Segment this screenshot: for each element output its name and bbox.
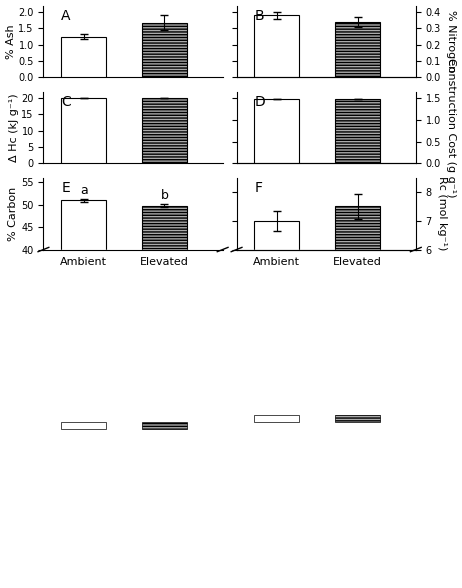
Y-axis label: % Nitrogen: % Nitrogen [446, 11, 456, 72]
Text: A: A [61, 9, 71, 23]
Text: a: a [80, 184, 88, 197]
Y-axis label: Δ Hᴄ (kJ g⁻¹): Δ Hᴄ (kJ g⁻¹) [9, 93, 18, 162]
Y-axis label: % Ash: % Ash [6, 24, 16, 59]
Y-axis label: Construction Cost (g g⁻¹): Construction Cost (g g⁻¹) [446, 58, 456, 198]
Bar [142, 98, 187, 163]
Bar [142, 422, 187, 429]
Text: F: F [255, 181, 262, 195]
Bar [255, 99, 299, 163]
Bar [142, 206, 187, 249]
Text: B: B [255, 9, 264, 23]
Text: E: E [61, 181, 70, 195]
Bar [61, 422, 106, 429]
Text: D: D [255, 95, 265, 109]
Text: C: C [61, 95, 71, 109]
Bar [61, 200, 106, 249]
Y-axis label: Rᴄ (mol kg⁻¹): Rᴄ (mol kg⁻¹) [438, 176, 447, 251]
Bar [61, 98, 106, 163]
Text: b: b [160, 189, 168, 202]
Bar [335, 99, 380, 163]
Bar [335, 206, 380, 249]
Bar [335, 22, 380, 78]
Bar [142, 22, 187, 78]
Bar [237, 250, 416, 415]
Y-axis label: % Carbon: % Carbon [8, 186, 18, 240]
Bar [61, 36, 106, 78]
Bar [255, 15, 299, 78]
Bar [43, 249, 223, 422]
Bar [335, 415, 380, 422]
Bar [255, 221, 299, 249]
Bar [255, 415, 299, 422]
